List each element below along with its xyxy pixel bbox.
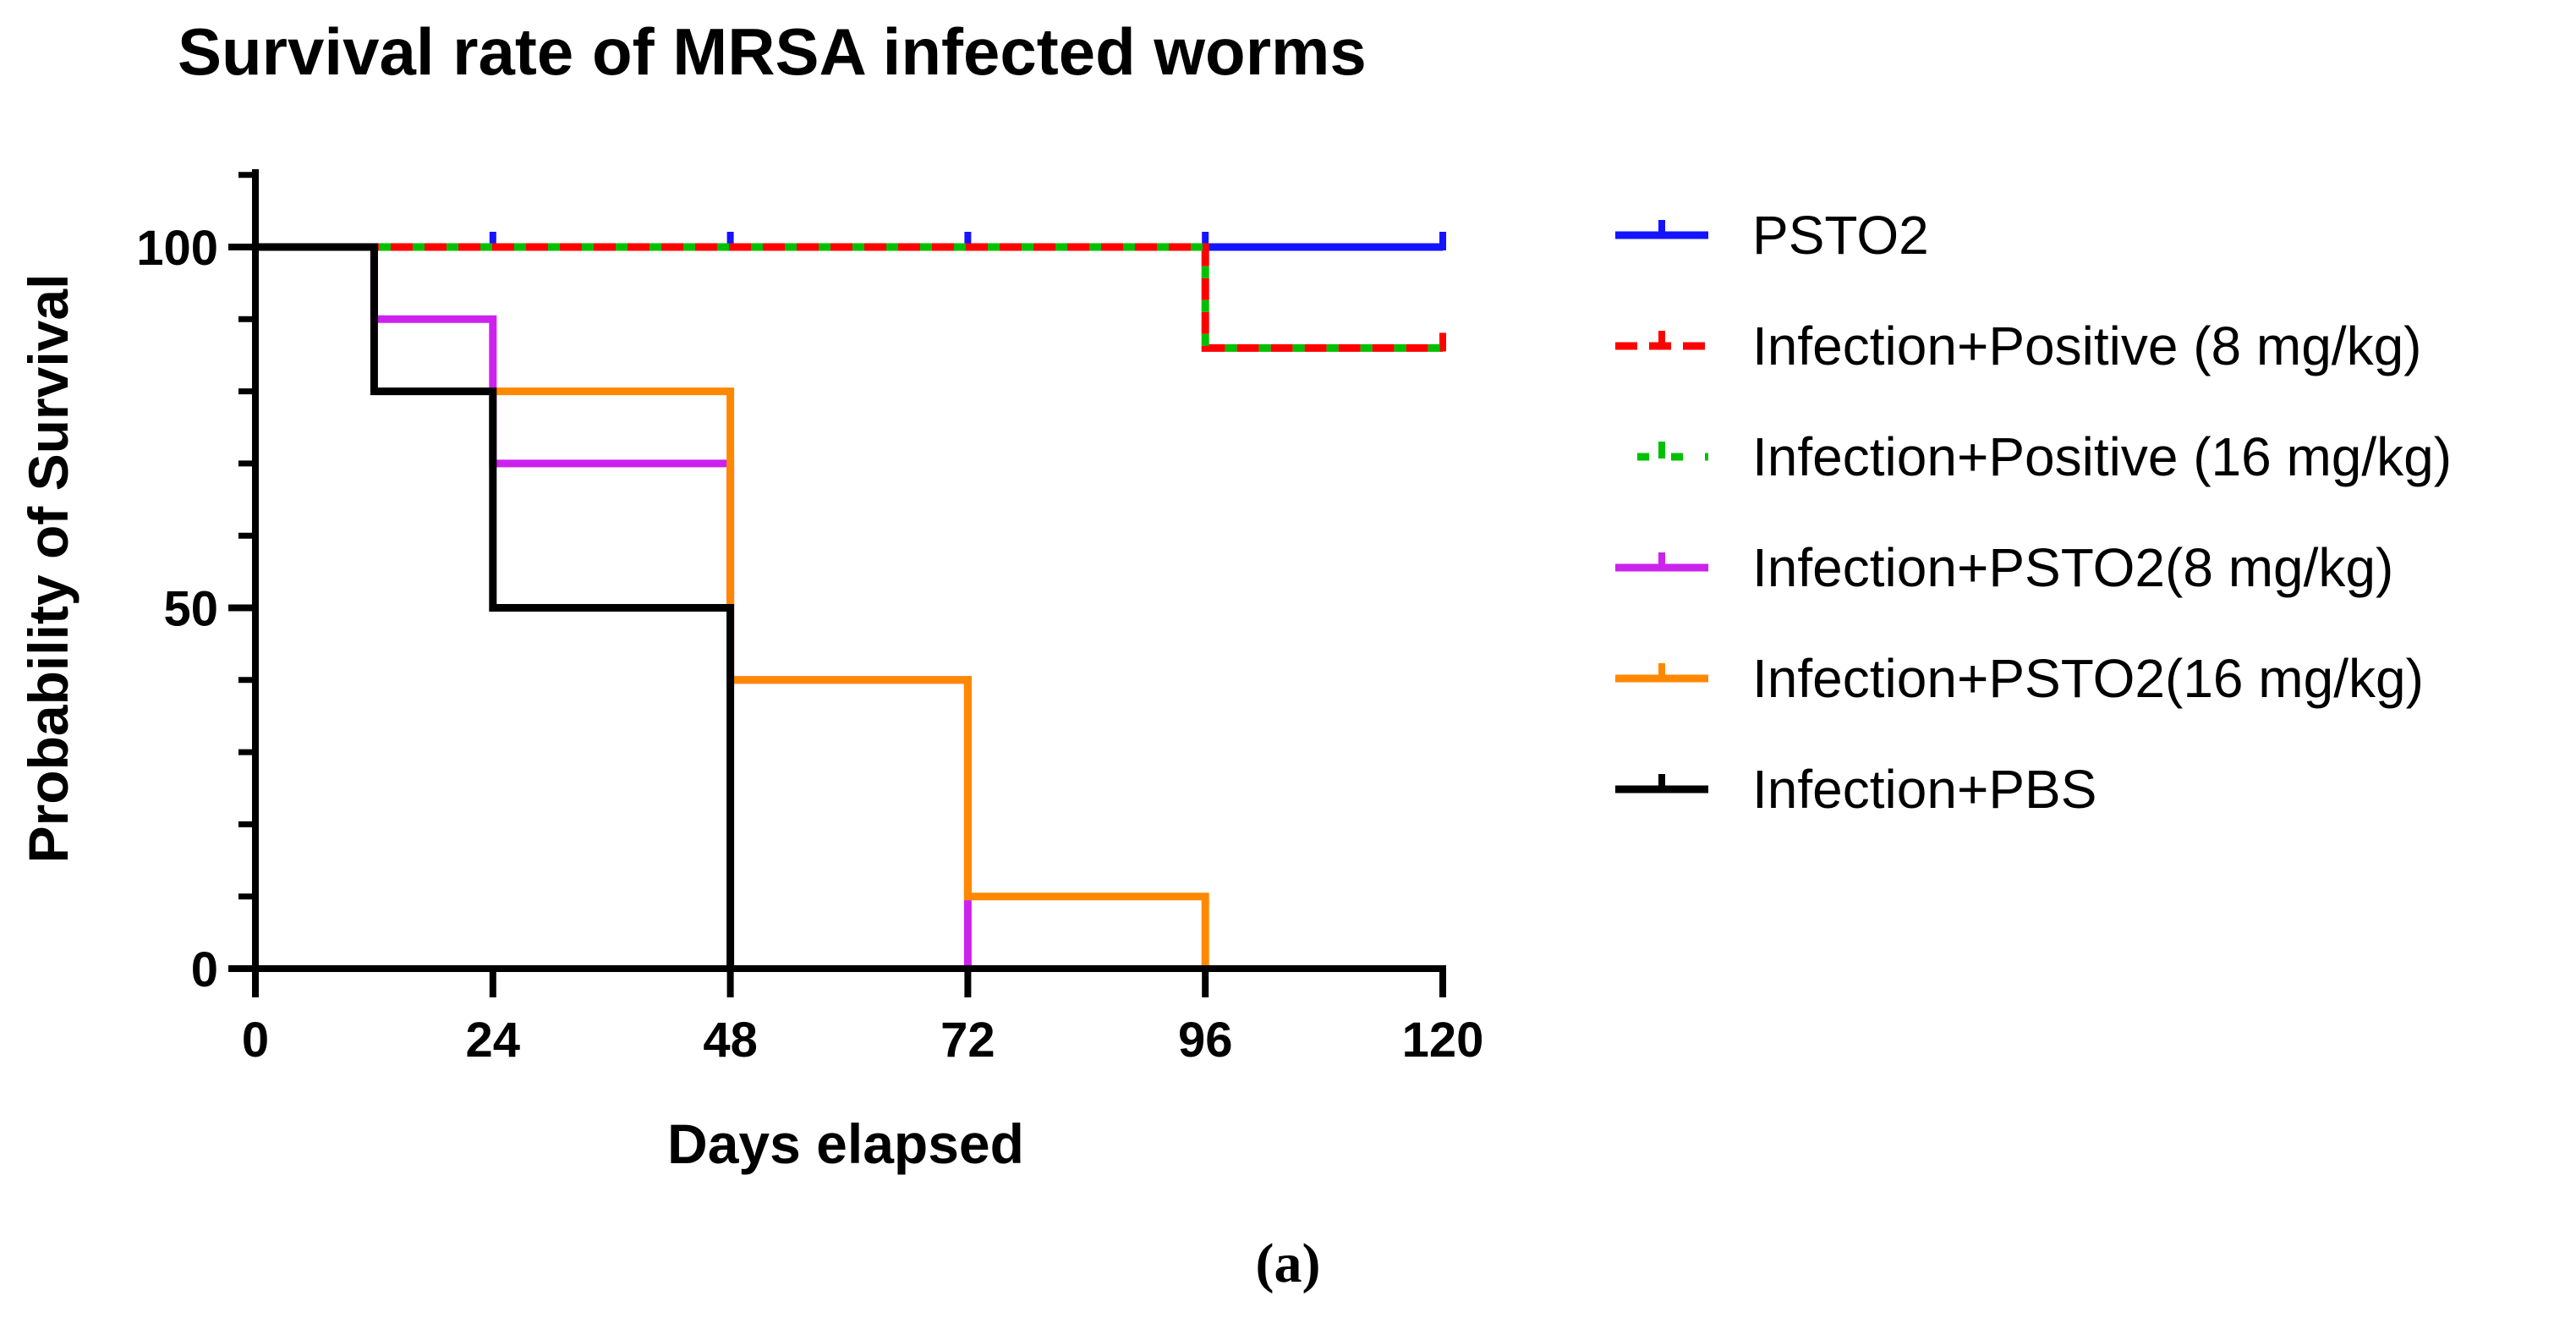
x-tick-label: 24 bbox=[466, 1013, 521, 1068]
series-line-6 bbox=[255, 243, 735, 969]
legend-label-1: PSTO2 bbox=[1752, 205, 1929, 266]
series-line-2 bbox=[255, 243, 1443, 352]
legend-label-6: Infection+PBS bbox=[1752, 759, 2096, 820]
y-axis-label: Probability of Survival bbox=[17, 274, 79, 864]
x-tick-label: 48 bbox=[703, 1013, 758, 1068]
series-line-5 bbox=[492, 387, 1209, 969]
x-tick-label: 120 bbox=[1402, 1013, 1484, 1068]
x-tick-label: 0 bbox=[242, 1013, 269, 1068]
legend-label-4: Infection+PSTO2(8 mg/kg) bbox=[1752, 537, 2393, 598]
x-axis-label: Days elapsed bbox=[667, 1112, 1024, 1175]
series-layer bbox=[255, 232, 1446, 969]
series-line-3 bbox=[255, 243, 1443, 352]
chart-title: Survival rate of MRSA infected worms bbox=[178, 14, 1367, 89]
legend-label-5: Infection+PSTO2(16 mg/kg) bbox=[1752, 648, 2424, 709]
y-tick-label: 100 bbox=[136, 221, 218, 276]
legend-label-3: Infection+Positive (16 mg/kg) bbox=[1752, 426, 2452, 487]
y-tick-label: 0 bbox=[191, 942, 218, 997]
x-tick-label: 72 bbox=[940, 1013, 995, 1068]
x-tick-label: 96 bbox=[1178, 1013, 1233, 1068]
y-tick-label: 50 bbox=[163, 582, 218, 637]
figure-caption: (a) bbox=[1256, 1233, 1321, 1294]
legend-label-2: Infection+Positive (8 mg/kg) bbox=[1752, 316, 2421, 376]
legend: PSTO2 Infection+Positive (8 mg/kg) Infecti… bbox=[1615, 205, 2452, 820]
axes: 0 50 100 0 24 48 72 96 120 bbox=[136, 169, 1483, 1068]
